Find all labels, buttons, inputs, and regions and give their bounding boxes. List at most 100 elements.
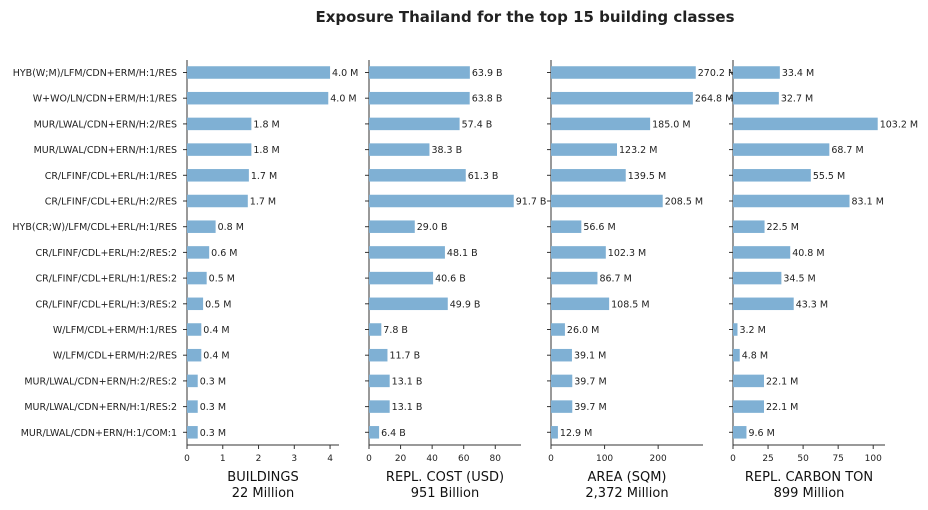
data-label: 12.9 M (560, 428, 592, 439)
data-label: 0.3 M (200, 376, 226, 387)
data-label: 39.7 M (574, 376, 606, 387)
x-axis-label: REPL. CARBON TON (745, 470, 873, 485)
data-label: 63.9 B (472, 68, 503, 79)
data-label: 40.6 B (435, 274, 466, 285)
data-label: 33.4 M (782, 68, 814, 79)
bar (733, 117, 878, 131)
bar (187, 348, 202, 362)
panel-2: 0 20 40 60 80 63.9 B 63.8 B 57.4 B 38.3 B 61.3 B 9… (365, 60, 546, 501)
x-tick-label: 75 (832, 454, 843, 464)
data-label: 49.9 B (450, 299, 481, 310)
panel-3: 0 100 200 270.2 M 264.8 M 185.0 M 123.2 M 139.5… (547, 60, 736, 501)
chart-title: Exposure Thailand for the top 15 buildin… (316, 8, 735, 26)
bar (369, 271, 434, 285)
bar (551, 426, 558, 439)
data-label: 208.5 M (665, 197, 703, 208)
bar (733, 143, 830, 156)
bar (369, 246, 445, 259)
bar (187, 143, 252, 156)
data-label: 22.5 M (767, 222, 799, 233)
data-label: 68.7 M (831, 145, 863, 156)
bar (369, 169, 466, 182)
bar (551, 169, 626, 182)
data-label: 34.5 M (783, 274, 815, 285)
data-label: 7.8 B (383, 325, 408, 336)
bar (551, 91, 693, 105)
bar (369, 400, 390, 413)
category-label: W/LFM/CDL+ERM/H:1/RES (53, 325, 177, 336)
bar (733, 297, 794, 311)
data-label: 48.1 B (447, 248, 478, 259)
data-label: 91.7 B (516, 197, 547, 208)
x-tick-label: 3 (291, 454, 297, 464)
x-axis-total: 951 Billion (411, 486, 480, 501)
x-axis-total: 899 Million (774, 486, 845, 501)
category-label: MUR/LWAL/CDN+ERN/H:1/COM:1 (21, 428, 177, 439)
category-label: CR/LFINF/CDL+ERL/H:1/RES (45, 171, 177, 182)
x-axis-label: REPL. COST (USD) (386, 470, 504, 485)
data-label: 0.6 M (211, 248, 237, 259)
x-tick-label: 1 (220, 454, 226, 464)
category-labels: HYB(W;M)/LFM/CDN+ERM/H:1/RES W+WO/LN/CDN+… (12, 68, 177, 439)
x-axis-total: 22 Million (232, 486, 295, 501)
data-label: 4.0 M (330, 94, 356, 105)
bar (369, 323, 382, 336)
data-label: 3.2 M (739, 325, 765, 336)
data-label: 57.4 B (462, 119, 493, 130)
x-tick-label: 100 (596, 454, 613, 464)
data-label: 4.0 M (332, 68, 358, 79)
bar (187, 66, 331, 79)
data-label: 139.5 M (628, 171, 666, 182)
bar (733, 246, 791, 259)
category-label: CR/LFINF/CDL+ERL/H:1/RES:2 (35, 274, 177, 285)
data-label: 56.6 M (583, 222, 615, 233)
x-tick-label: 40 (426, 454, 438, 464)
category-label: MUR/LWAL/CDN+ERN/H:2/RES (34, 119, 177, 130)
x-tick-label: 100 (865, 454, 882, 464)
bar (187, 400, 198, 413)
data-label: 13.1 B (392, 402, 423, 413)
data-label: 123.2 M (619, 145, 657, 156)
data-label: 0.5 M (205, 299, 231, 310)
bar (551, 194, 663, 208)
panel-4: 0 25 50 75 100 33.4 M 32.7 M 103.2 M 68.7 M 55.5 … (729, 60, 918, 501)
data-label: 13.1 B (392, 376, 423, 387)
bar (733, 374, 764, 388)
data-label: 270.2 M (698, 68, 736, 79)
category-label: HYB(W;M)/LFM/CDN+ERM/H:1/RES (13, 68, 177, 79)
x-tick-label: 60 (458, 454, 470, 464)
bar (187, 374, 198, 388)
category-label: W+WO/LN/CDN+ERM/H:1/RES (33, 94, 177, 105)
bar (551, 323, 565, 336)
data-label: 0.5 M (209, 274, 235, 285)
data-label: 38.3 B (431, 145, 462, 156)
bar (187, 246, 210, 259)
bar (733, 169, 811, 182)
x-tick-label: 0 (366, 454, 372, 464)
data-label: 55.5 M (813, 171, 845, 182)
bar (733, 66, 780, 79)
data-label: 103.2 M (880, 119, 918, 130)
bar (369, 297, 448, 311)
data-label: 43.3 M (796, 299, 828, 310)
bar (187, 426, 198, 439)
data-label: 0.4 M (203, 325, 229, 336)
data-label: 185.0 M (652, 119, 690, 130)
x-tick-label: 25 (762, 454, 773, 464)
bar (187, 297, 204, 311)
bar (187, 91, 329, 105)
data-label: 39.1 M (574, 351, 606, 362)
data-label: 108.5 M (611, 299, 649, 310)
bar (369, 91, 470, 105)
bar (733, 220, 765, 233)
bar (369, 374, 390, 388)
bar (369, 143, 430, 156)
bar (551, 400, 573, 413)
chart-panels: 0 1 2 3 4 4.0 M 4.0 M 1.8 M 1.8 M 1.7 M 1.7 M 0.8 M… (183, 60, 918, 501)
data-label: 0.4 M (203, 351, 229, 362)
data-label: 6.4 B (381, 428, 406, 439)
x-tick-label: 80 (490, 454, 502, 464)
category-label: MUR/LWAL/CDN+ERN/H:2/RES:2 (24, 376, 177, 387)
bar (187, 169, 249, 182)
